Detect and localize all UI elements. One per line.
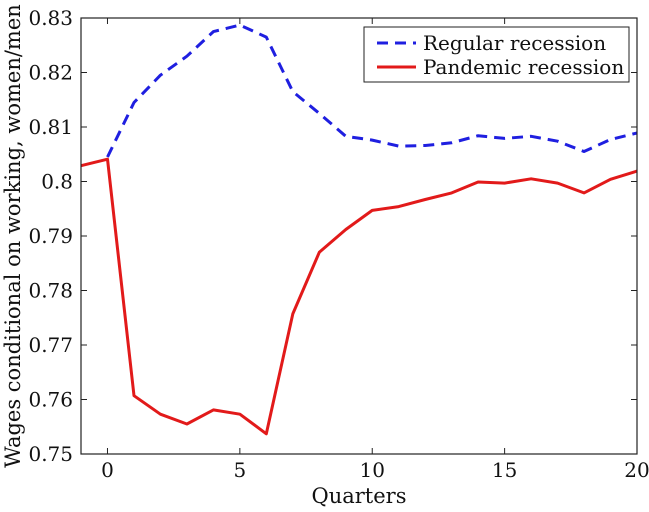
series-line-pandemic-recession <box>80 157 638 436</box>
y-tick-label: 0.82 <box>28 61 73 85</box>
y-axis-title: Wages conditional on working, women/men <box>1 4 25 468</box>
y-tick-label: 0.77 <box>28 333 73 357</box>
y-tick-label: 0.76 <box>28 388 73 412</box>
series-layer <box>80 23 638 436</box>
x-axis: 0 5 10 15 20 <box>101 18 649 482</box>
x-tick-label: 20 <box>624 458 649 482</box>
x-tick-label: 10 <box>360 458 385 482</box>
y-tick-label: 0.81 <box>28 115 73 139</box>
x-axis-title: Quarters <box>312 484 407 508</box>
legend-label: Regular recession <box>423 31 606 55</box>
y-tick-label: 0.78 <box>28 279 73 303</box>
y-tick-label: 0.75 <box>28 442 73 466</box>
x-tick-label: 0 <box>101 458 114 482</box>
x-tick-label: 15 <box>492 458 517 482</box>
legend-label: Pandemic recession <box>423 55 624 79</box>
y-axis: 0.75 0.76 0.77 0.78 0.79 0.8 0.81 0.82 0.83 <box>28 6 637 466</box>
y-tick-label: 0.83 <box>28 6 73 30</box>
y-tick-label: 0.79 <box>28 224 73 248</box>
legend-box <box>363 26 630 83</box>
x-tick-label: 5 <box>233 458 246 482</box>
y-tick-label: 0.8 <box>41 170 73 194</box>
